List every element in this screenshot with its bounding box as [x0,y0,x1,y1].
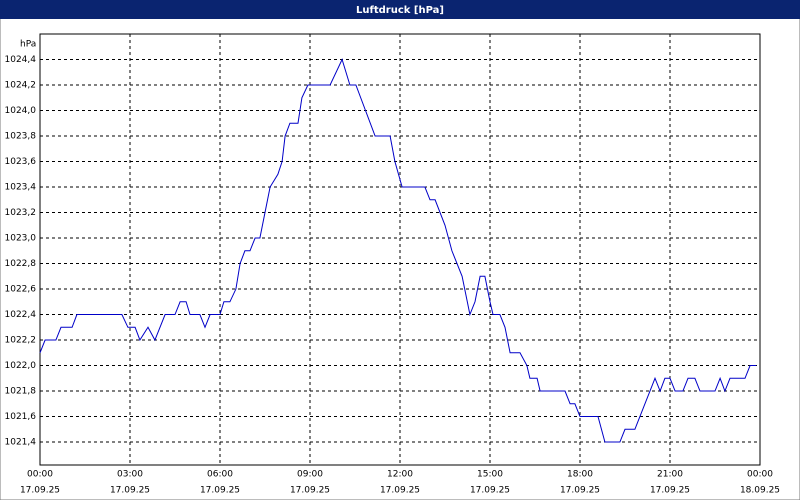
title-bar [0,0,800,19]
y-tick-label: 1024,0 [5,106,37,116]
x-tick-date: 17.09.25 [290,486,330,496]
y-tick-label: 1022,2 [5,336,37,346]
x-tick-date: 17.09.25 [560,486,600,496]
x-tick-date: 17.09.25 [20,486,60,496]
x-tick-label: 00:00 [27,470,53,480]
y-tick-label: 1022,0 [5,361,37,371]
y-tick-label: 1022,6 [5,285,37,295]
y-tick-label: 1021,4 [5,438,37,448]
x-tick-label: 06:00 [207,470,233,480]
chart-title: Luftdruck [hPa] [356,5,444,16]
y-tick-label: 1022,4 [5,310,37,320]
x-tick-date: 17.09.25 [470,486,510,496]
y-tick-label: 1023,4 [5,183,37,193]
data-line [39,58,757,443]
y-tick-label: 1023,0 [5,234,37,244]
x-tick-label: 18:00 [567,470,593,480]
y-tick-label: 1023,2 [5,208,37,218]
x-tick-date: 17.09.25 [200,486,240,496]
y-tick-label: 1021,8 [5,387,37,397]
y-tick-label: 1023,6 [5,157,37,167]
x-tick-label: 21:00 [657,470,683,480]
x-tick-label: 09:00 [297,470,323,480]
x-tick-label: 15:00 [477,470,503,480]
y-tick-label: 1023,8 [5,132,37,142]
y-tick-label: 1024,2 [5,81,37,91]
y-tick-label: 1021,6 [5,412,37,422]
y-tick-label: 1022,8 [5,259,37,269]
x-tick-label: 12:00 [387,470,413,480]
y-tick-label: 1024,4 [5,55,37,65]
x-tick-label: 00:00 [747,470,773,480]
x-tick-label: 03:00 [117,470,143,480]
x-tick-date: 17.09.25 [650,486,690,496]
y-axis-label: hPa [20,40,36,50]
x-tick-date: 17.09.25 [380,486,420,496]
x-tick-date: 17.09.25 [110,486,150,496]
x-tick-date: 18.09.25 [740,486,780,496]
